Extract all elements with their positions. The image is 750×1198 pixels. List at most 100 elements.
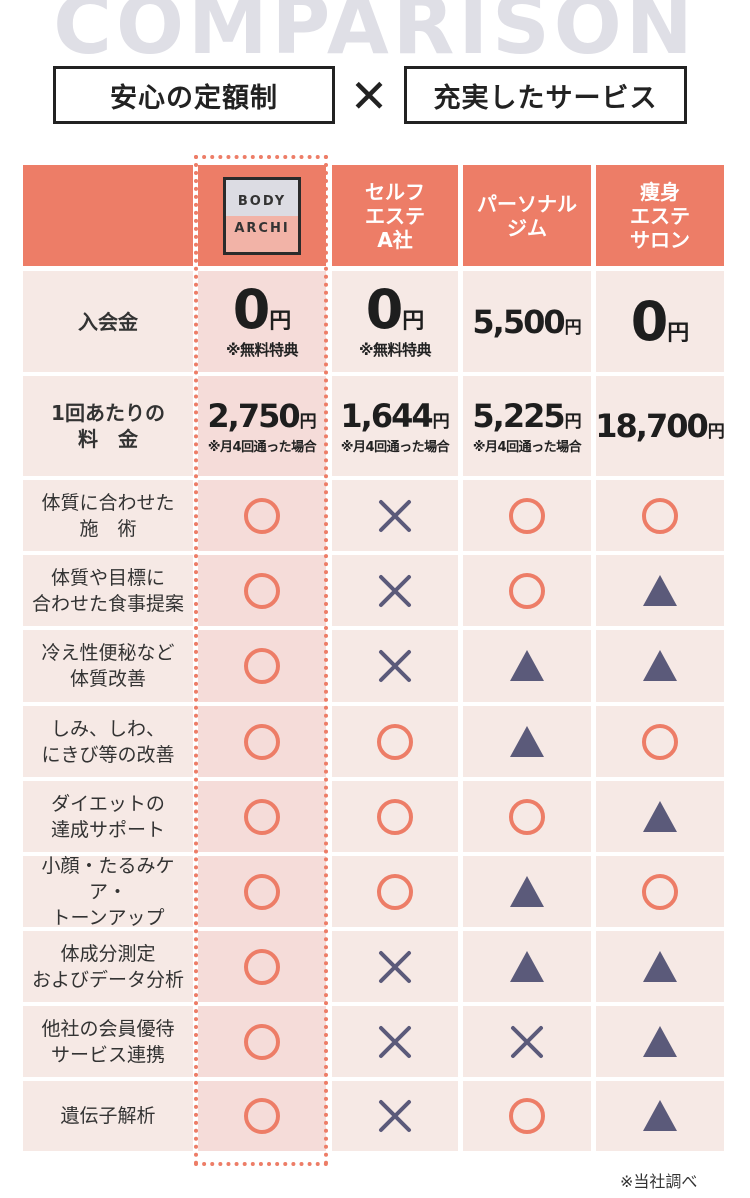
feature-label-line: ダイエットの [51,792,165,815]
price-cell: 2,750 円 ※月4回通った場合 [198,376,326,476]
column-header-line: A社 [377,227,413,252]
circle-icon [244,873,280,910]
feature-label-line: にきび等の改善 [41,743,175,766]
column-header-3: パーソナル ジム [463,165,591,266]
column-header-line: エステ [365,203,425,228]
mark-cell [463,1006,591,1077]
feature-label-line: 小顔・たるみケア・ [41,854,175,903]
mark-cell [198,706,326,777]
feature-label: ダイエットの 達成サポート [23,781,193,852]
feature-label-line: 達成サポート [50,818,165,841]
yen-unit: 円 [564,317,582,338]
triangle-icon [643,574,677,606]
mark-cell [198,931,326,1002]
triangle-icon [643,1100,677,1131]
logo-bottom-text: ARCHI [226,216,298,252]
circle-icon [642,873,678,910]
price-number: 0 [232,278,271,341]
triangle-icon [510,875,544,907]
triangle-icon [643,800,677,832]
mark-cell [463,630,591,702]
price-note: ※月4回通った場合 [207,439,317,455]
mark-cell [463,706,591,777]
circle-icon [377,873,413,910]
row-label: 入会金 [23,271,193,372]
feature-label-line: 体質改善 [69,668,146,690]
circle-icon [244,948,280,985]
feature-label-line: 合わせた食事提案 [31,592,184,615]
feature-label-line: 他社の会員優待 [41,1017,175,1040]
circle-icon [244,572,280,609]
triangle-icon [510,950,544,982]
circle-icon [244,1023,280,1060]
footnote: ※当社調べ [620,1172,698,1191]
price-number: 2,750 [207,396,300,435]
circle-icon [244,798,280,835]
cross-icon [379,950,411,983]
mark-cell [198,781,326,852]
circle-icon [509,798,545,835]
feature-label: しみ、しわ、 にきび等の改善 [23,706,193,777]
feature-label-line: トーンアップ [51,906,165,929]
circle-icon [244,1098,280,1134]
mark-cell [332,555,458,626]
yen-unit: 円 [432,411,450,432]
feature-label: 体質や目標に 合わせた食事提案 [23,555,193,626]
mark-cell [463,555,591,626]
mark-cell [463,480,591,551]
feature-label-line: しみ、しわ、 [50,717,165,740]
feature-label: 遺伝子解析 [23,1081,193,1151]
price-note: ※無料特典 [358,341,432,359]
mark-cell [332,856,458,927]
cross-icon [379,574,411,607]
feature-label: 他社の会員優待 サービス連携 [23,1006,193,1077]
column-header-line: ジム [507,215,547,240]
mark-cell [463,781,591,852]
circle-icon [642,497,678,534]
price-note: ※無料特典 [225,341,299,359]
service-tag: 充実したサービス [404,66,687,124]
price-cell: 18,700 円 [595,376,725,476]
yen-unit: 円 [402,309,425,334]
mark-cell [596,856,724,927]
feature-label-line: 体質や目標に [50,566,165,589]
price-cell: 0 円 ※無料特典 [332,271,458,372]
mark-cell [463,856,591,927]
mark-cell [463,1081,591,1151]
column-header-4: 痩身 エステ サロン [596,165,724,266]
mark-cell [198,1006,326,1077]
cross-icon [379,499,411,532]
mark-cell [596,781,724,852]
header-corner [23,165,193,266]
column-header-line: パーソナル [477,191,577,216]
feature-label-line: 体質に合わせた [41,491,175,514]
cross-icon [379,650,411,682]
triangle-icon [510,650,544,681]
feature-label-line: 遺伝子解析 [60,1105,156,1127]
price-cell: 5,500 円 [463,271,591,372]
price-value: 1,644 円 [340,398,449,434]
price-number: 0 [365,278,404,341]
mark-cell [596,706,724,777]
feature-label-line: 施 術 [79,517,137,540]
cross-icon [511,1025,543,1058]
circle-icon [377,798,413,835]
column-header-line: 痩身 [640,179,680,204]
mark-cell [332,1006,458,1077]
price-number: 5,225 [472,396,565,435]
column-header-line: エステ [630,203,690,228]
circle-icon [509,572,545,609]
yen-unit: 円 [667,320,690,346]
column-header-line: セルフ [365,179,425,204]
column-header-2: セルフ エステ A社 [332,165,458,266]
yen-unit: 円 [299,411,317,432]
mark-cell [198,630,326,702]
mark-cell [332,480,458,551]
price-cell: 0 円 ※無料特典 [198,271,326,372]
yen-unit: 円 [707,422,725,442]
mark-cell [332,706,458,777]
feature-label-line: サービス連携 [50,1043,165,1066]
row-label-line: 入会金 [78,309,138,334]
